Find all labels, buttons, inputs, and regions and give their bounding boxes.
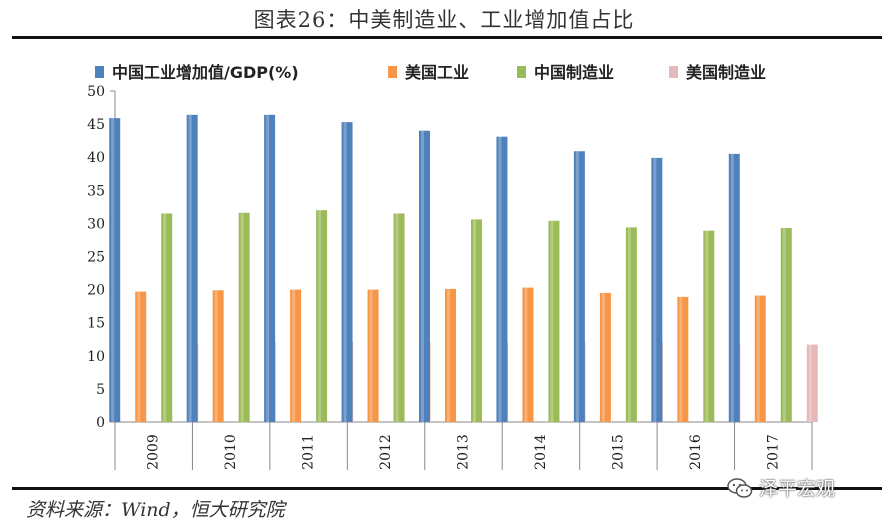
bar (471, 219, 482, 422)
bar-highlight (318, 210, 322, 422)
bar (186, 114, 198, 422)
y-tick-label: 10 (87, 349, 105, 365)
x-tick-label: 2010 (223, 434, 239, 470)
bar-highlight (240, 212, 244, 422)
y-tick-label: 35 (87, 183, 105, 199)
legend-swatch (669, 66, 678, 78)
bar-highlight (653, 157, 657, 422)
bar (728, 153, 740, 422)
bottom-rule (12, 487, 882, 490)
y-tick-label: 5 (96, 382, 105, 398)
y-tick-label: 30 (87, 216, 105, 232)
bar-highlight (137, 291, 141, 422)
bar-highlight (214, 290, 218, 422)
bar (548, 220, 560, 422)
bar-highlight (782, 228, 786, 422)
bar-highlight (292, 289, 296, 422)
source-note: 资料来源：Wind，恒大研究院 (26, 499, 285, 521)
bar-highlight (343, 122, 347, 422)
bar (780, 228, 792, 422)
bar (754, 295, 766, 422)
y-tick-label: 20 (87, 283, 105, 299)
legend-label: 美国工业 (405, 63, 469, 82)
bar (599, 292, 611, 422)
chart-title: 图表26：中美制造业、工业增加值占比 (253, 8, 635, 32)
bar (625, 227, 637, 422)
bar-highlight (369, 289, 373, 422)
bar (445, 288, 456, 422)
bar (135, 291, 147, 422)
bar (109, 118, 121, 422)
bar (703, 230, 715, 422)
bar-highlight (163, 213, 167, 422)
watermark: 泽平宏观 (727, 474, 835, 501)
bar-highlight (266, 114, 270, 422)
bar-highlight (111, 118, 115, 422)
bar (419, 130, 430, 422)
bar (367, 289, 379, 422)
x-tick-label: 2017 (765, 434, 781, 470)
bar (496, 136, 508, 422)
x-tick-label: 2014 (533, 434, 549, 470)
y-tick-label: 40 (87, 150, 105, 166)
top-rule (12, 36, 882, 39)
bar (212, 290, 224, 422)
bar (806, 344, 818, 422)
y-tick-label: 50 (87, 84, 105, 100)
x-tick-label: 2015 (610, 434, 626, 470)
x-tick-label: 2016 (688, 434, 704, 470)
bar-highlight (730, 153, 734, 422)
bar-highlight (705, 230, 709, 422)
bar-highlight (601, 292, 605, 422)
bar-highlight (188, 114, 192, 422)
x-tick-label: 2009 (146, 434, 162, 470)
wechat-logo-icon (727, 477, 753, 498)
bar-highlight (679, 296, 683, 422)
bar (341, 122, 353, 422)
watermark-text: 泽平宏观 (759, 478, 836, 500)
legend: 中国工业增加值/GDP(%) 美国工业 中国制造业 美国制造业 (95, 63, 766, 82)
bar-highlight (808, 344, 812, 422)
legend-swatch (517, 66, 526, 78)
bars (109, 114, 818, 422)
axes: 0 5 10 15 20 25 30 35 40 45 50 2009 2010 2011 2012 2013… (87, 84, 813, 470)
y-tick-label: 45 (87, 117, 105, 133)
x-tick-label: 2013 (456, 434, 472, 470)
bar-highlight (447, 288, 450, 422)
legend-swatch (95, 66, 104, 78)
bar (393, 213, 405, 422)
bar-highlight (524, 287, 528, 422)
x-tick-label: 2012 (378, 434, 394, 470)
y-tick-label: 15 (87, 316, 105, 332)
legend-swatch (388, 66, 397, 78)
legend-label: 中国制造业 (534, 63, 614, 82)
bar (522, 287, 534, 422)
bar (573, 151, 585, 422)
legend-label: 美国制造业 (686, 63, 766, 82)
bar (238, 212, 250, 422)
bar (677, 296, 689, 422)
bar (290, 289, 302, 422)
y-tick-label: 25 (87, 250, 105, 266)
bar (264, 114, 276, 422)
y-tick-label: 0 (96, 415, 105, 431)
bar-highlight (473, 219, 476, 422)
bar (316, 210, 328, 422)
bar-chart: 中国工业增加值/GDP(%) 美国工业 中国制造业 美国制造业 0 5 10 15 20 25 3… (87, 63, 818, 470)
bar (161, 213, 173, 422)
bar-highlight (575, 151, 579, 422)
bar (651, 157, 663, 422)
bar-highlight (550, 220, 554, 422)
bar-highlight (756, 295, 760, 422)
x-tick-label: 2011 (301, 434, 317, 470)
bar-highlight (421, 130, 424, 422)
bar-highlight (498, 136, 502, 422)
legend-label: 中国工业增加值/GDP(%) (112, 63, 299, 82)
bar-highlight (395, 213, 399, 422)
bar-highlight (627, 227, 631, 422)
